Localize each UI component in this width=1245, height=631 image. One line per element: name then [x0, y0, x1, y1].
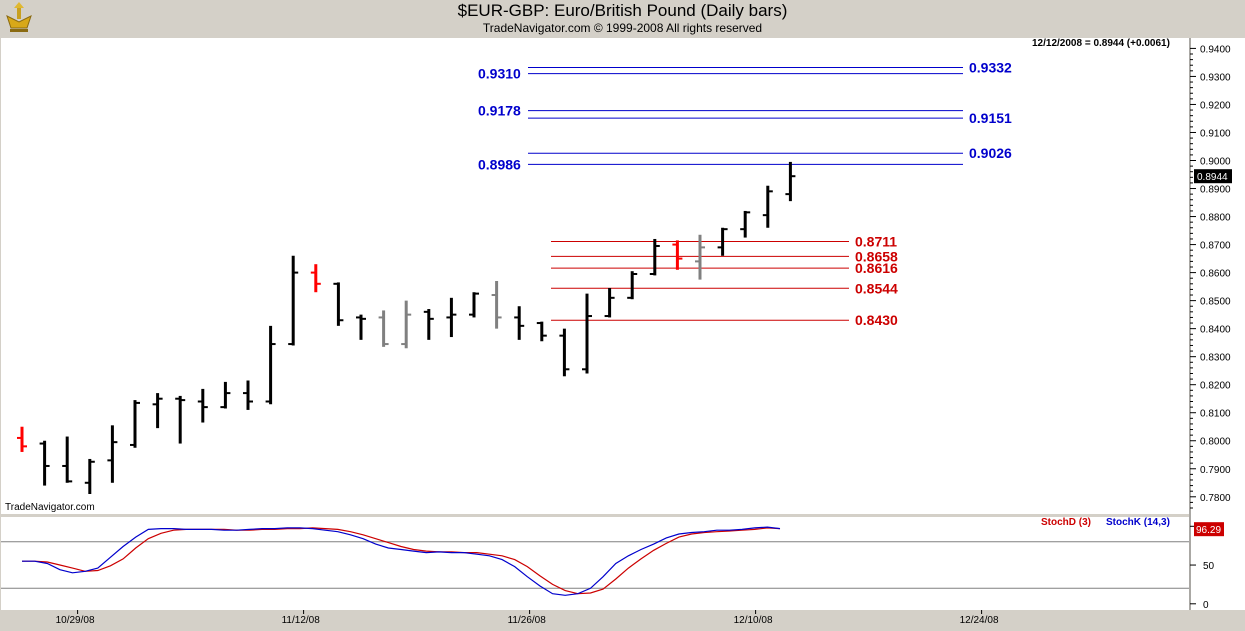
ohlc-bar: [152, 393, 163, 429]
ohlc-bar: [559, 328, 570, 377]
ohlc-bar: [130, 400, 140, 448]
ohlc-bar: [514, 306, 525, 340]
ohlc-bar: [310, 264, 321, 293]
ohlc-bar: [107, 425, 118, 483]
ohlc-bar: [288, 255, 299, 346]
x-tick-label: 11/12/08: [282, 615, 321, 626]
ohlc-bar: [672, 240, 683, 270]
stoch-tick-label: 50: [1203, 561, 1215, 572]
y-tick-label: 0.8900: [1200, 185, 1231, 196]
y-tick-label: 0.8000: [1200, 437, 1231, 448]
stochastic-lines: [1, 526, 1189, 596]
chart-header: $EUR-GBP: Euro/British Pound (Daily bars…: [0, 0, 1245, 38]
ohlc-bar: [649, 238, 660, 276]
ohlc-bar: [39, 440, 50, 486]
ohlc-bar: [220, 381, 231, 409]
ohlc-bar: [84, 458, 95, 494]
ohlc-bar: [627, 271, 638, 300]
date-strip: [0, 610, 1245, 631]
ohlc-bar: [401, 300, 412, 349]
y-tick-label: 0.8500: [1200, 297, 1231, 308]
stoch-last-label: 96.29: [1196, 525, 1221, 536]
last-quote-label: 12/12/2008 = 0.8944 (+0.0061): [1032, 38, 1170, 49]
price-bars: [17, 161, 796, 494]
legend-stochk: StochK (14,3): [1106, 517, 1170, 528]
trade-navigator-logo-icon: [6, 2, 32, 32]
ohlc-bar: [582, 293, 592, 374]
ohlc-bar: [197, 388, 208, 423]
y-tick-label: 0.8400: [1200, 325, 1231, 336]
support-label: 0.8711: [855, 233, 897, 249]
price-panel: [1, 38, 1189, 514]
legend-stochd: StochD (3): [1041, 517, 1091, 528]
resistance-label: 0.8986: [478, 156, 521, 172]
support-label: 0.8658: [855, 248, 898, 264]
ohlc-bar: [717, 227, 728, 256]
ohlc-bar: [333, 282, 344, 326]
y-tick-label: 0.8800: [1200, 213, 1231, 224]
support-label: 0.8430: [855, 312, 898, 328]
y-tick-label: 0.7800: [1200, 493, 1231, 504]
ohlc-bar: [604, 288, 615, 318]
stoch-tick-label: 0: [1203, 600, 1209, 611]
x-tick-label: 10/29/08: [56, 615, 95, 626]
stochd-line: [22, 527, 781, 595]
y-axis-panel: [1191, 38, 1245, 610]
ohlc-bar: [785, 161, 796, 202]
ohlc-bar: [17, 426, 27, 452]
last-price-label: 0.8944: [1197, 172, 1228, 183]
ohlc-bar: [491, 281, 502, 329]
resistance-label: 0.9332: [969, 59, 1012, 75]
y-tick-label: 0.8600: [1200, 269, 1231, 280]
x-tick-label: 12/10/08: [734, 615, 773, 626]
ohlc-bar: [356, 314, 366, 340]
resistance-label: 0.9026: [969, 145, 1012, 161]
resistance-label: 0.9151: [969, 110, 1012, 126]
ohlc-bar: [740, 210, 751, 238]
stoch-last-box: [1194, 522, 1224, 537]
y-tick-label: 0.9200: [1200, 100, 1231, 111]
price-axis: 0.9400 0.9300 0.9200 0.9100 0.9000 0.8900 0.88…: [1190, 44, 1232, 509]
y-tick-label: 0.9300: [1200, 72, 1231, 83]
y-tick-label: 0.8700: [1200, 241, 1231, 252]
ohlc-bar: [446, 297, 457, 338]
resistance-label: 0.9310: [478, 66, 521, 82]
last-price-box: [1194, 169, 1232, 184]
date-axis: 10/29/08 11/12/08 11/26/08 12/10/08 12/24/08: [56, 610, 999, 626]
resistance-label: 0.9178: [478, 103, 521, 119]
ohlc-bar: [265, 325, 276, 405]
ohlc-bar: [695, 234, 705, 280]
y-tick-label: 0.7900: [1200, 465, 1231, 476]
ohlc-bar: [762, 185, 773, 228]
watermark: TradeNavigator.com: [5, 502, 95, 513]
y-tick-label: 0.8300: [1200, 353, 1231, 364]
stochastic-axis: 0 50 96.29: [1190, 522, 1224, 611]
ohlc-bar: [243, 380, 253, 410]
stochk-line: [22, 526, 781, 596]
ohlc-bar: [423, 309, 434, 340]
y-tick-label: 0.8100: [1200, 409, 1231, 420]
ohlc-bar: [536, 321, 547, 342]
resistance-levels: 0.9332 0.9310 0.9178 0.9151 0.9026 0.8986: [478, 59, 1012, 172]
ohlc-bar: [378, 310, 389, 347]
ohlc-bar: [175, 395, 186, 444]
y-tick-label: 0.8200: [1200, 381, 1231, 392]
x-tick-label: 12/24/08: [960, 615, 999, 626]
y-tick-label: 0.9000: [1200, 157, 1231, 168]
ohlc-bar: [62, 436, 73, 483]
y-tick-label: 0.9100: [1200, 128, 1231, 139]
chart-subtitle: TradeNavigator.com © 1999-2008 All right…: [482, 21, 763, 35]
y-tick-label: 0.9400: [1200, 44, 1231, 55]
x-tick-label: 11/26/08: [508, 615, 547, 626]
support-label: 0.8616: [855, 260, 898, 276]
ohlc-bar: [469, 292, 479, 318]
support-label: 0.8544: [855, 280, 898, 296]
stochastic-panel: [1, 517, 1189, 610]
chart-title: $EUR-GBP: Euro/British Pound (Daily bars…: [457, 1, 788, 20]
